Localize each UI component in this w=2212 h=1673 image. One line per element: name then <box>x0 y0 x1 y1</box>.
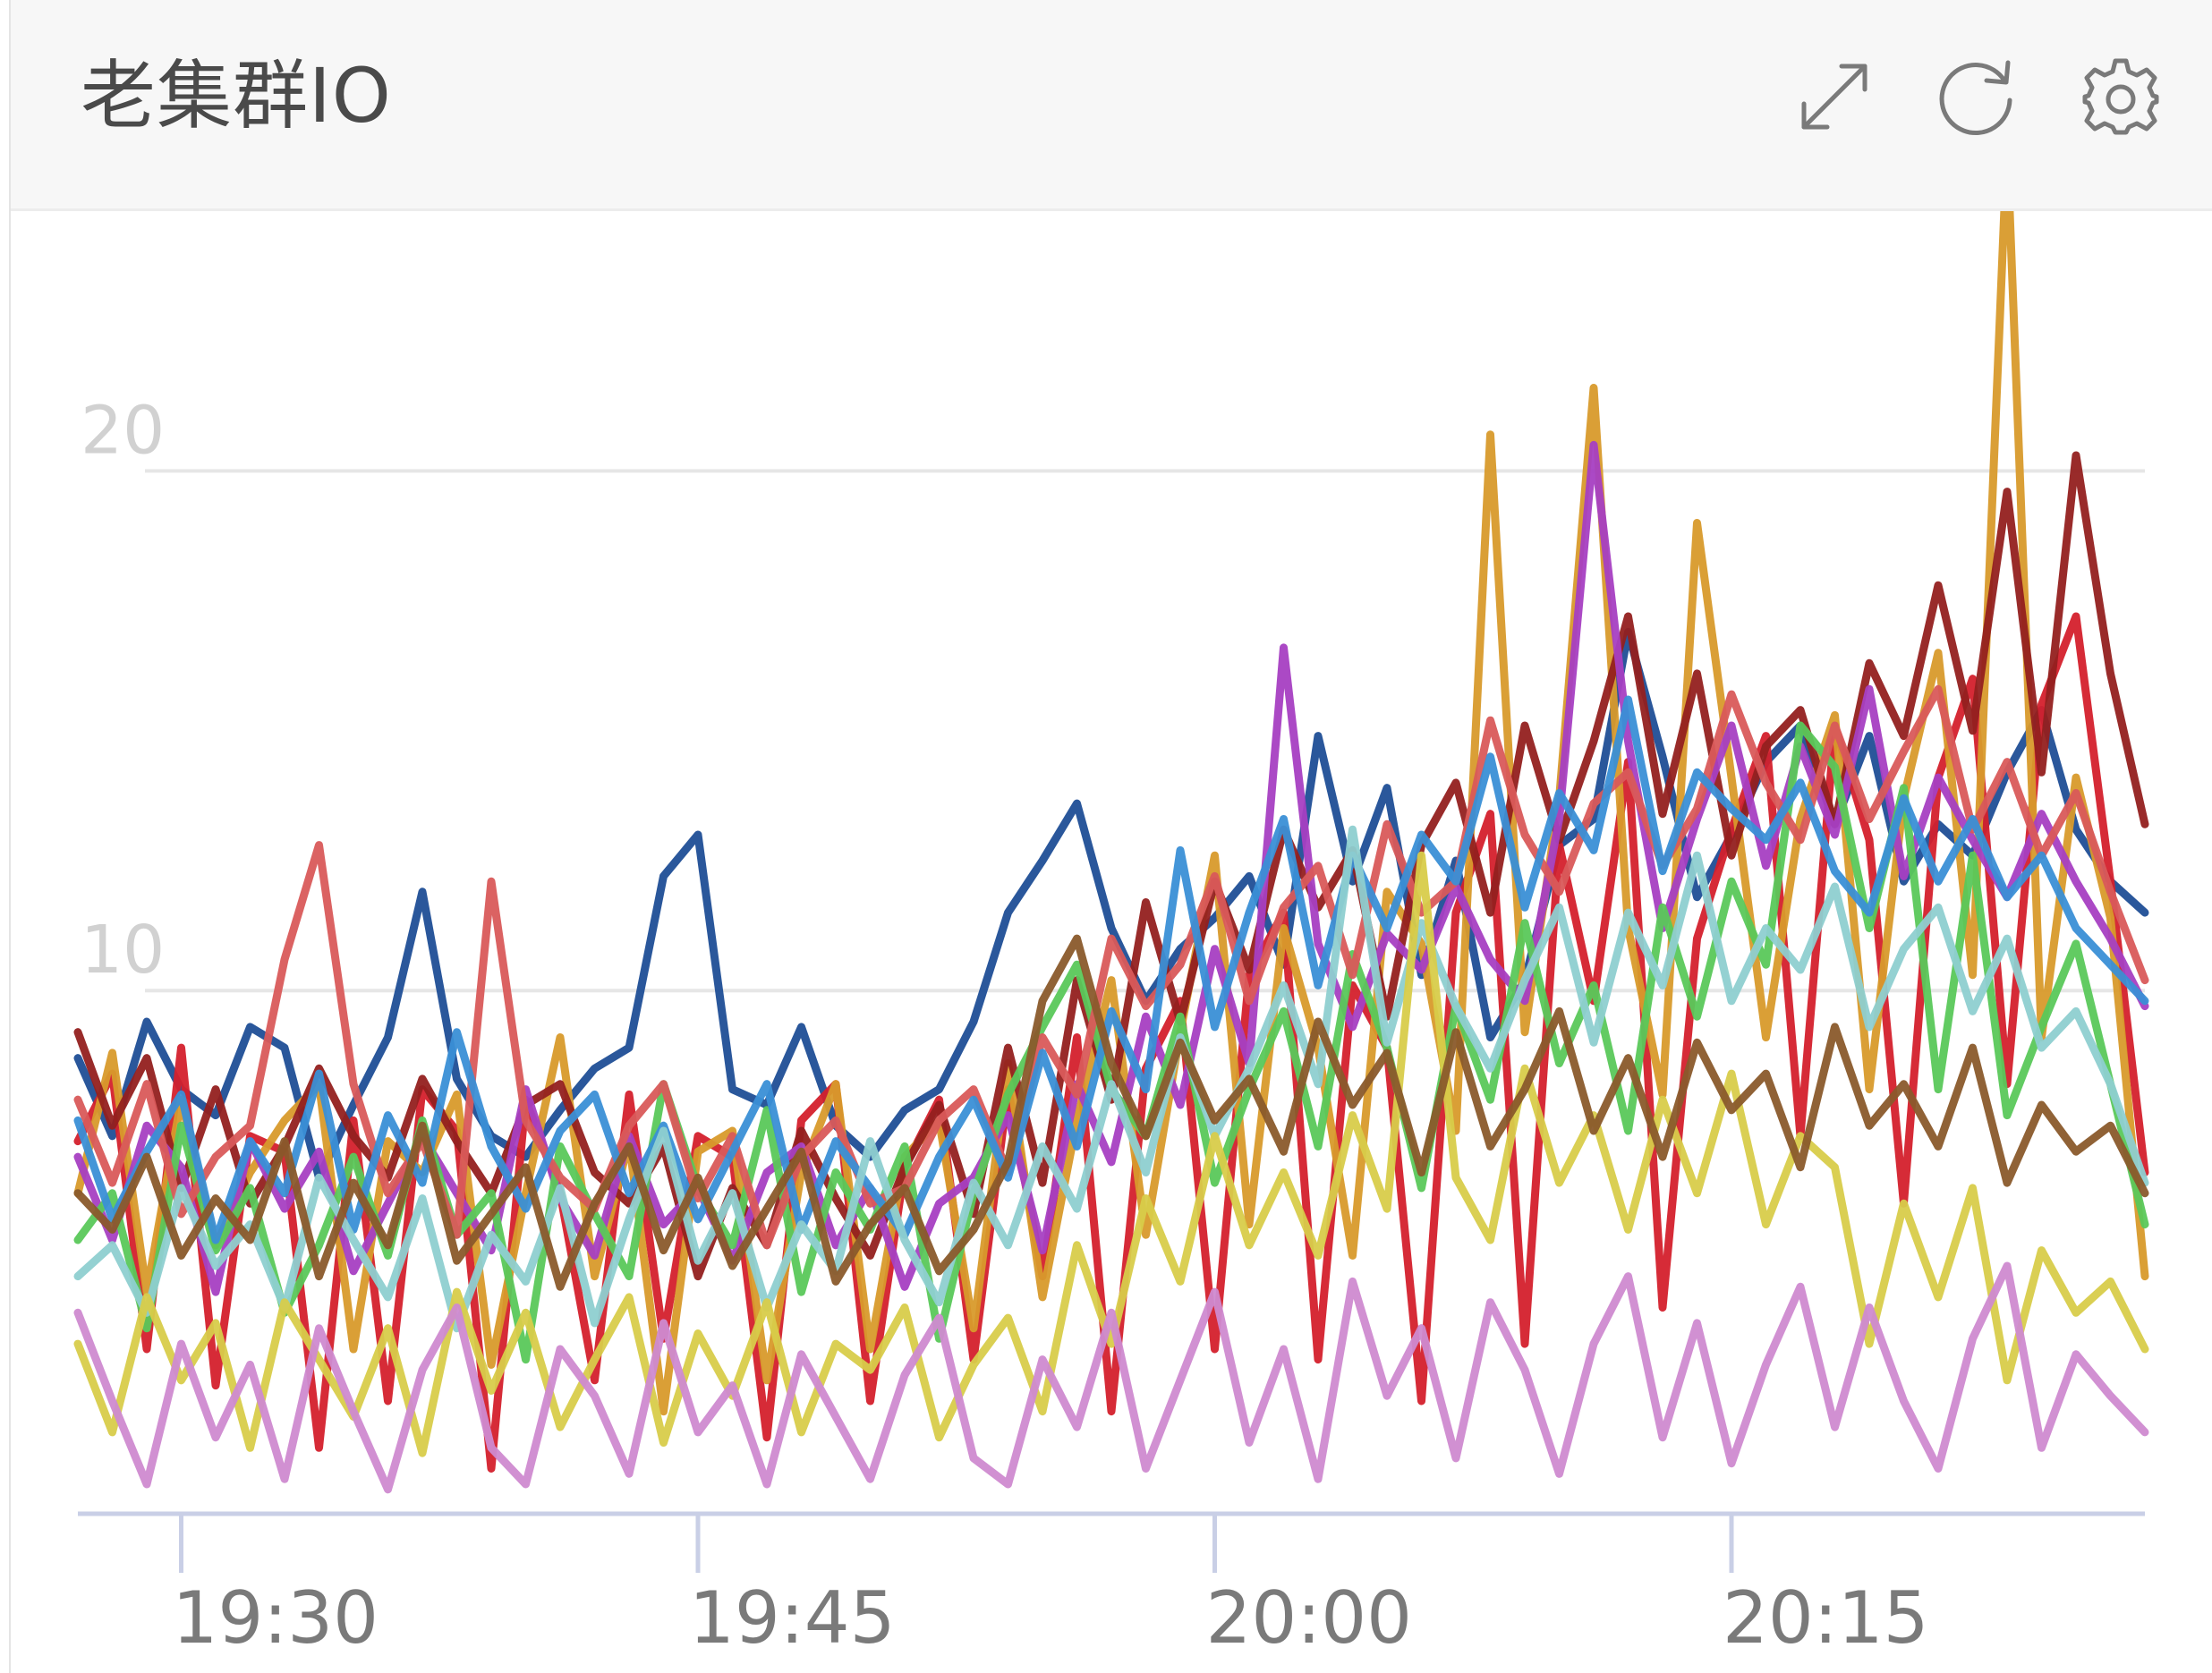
fullscreen-icon <box>1801 64 1867 130</box>
series-line <box>73 934 2149 1291</box>
series-line <box>73 851 2149 1457</box>
y-tick-label: 20 <box>81 392 165 469</box>
x-tick-label: 19:30 <box>173 1576 379 1660</box>
y-tick-label: 10 <box>81 912 165 989</box>
panel-toolbar <box>1790 52 2165 141</box>
line-chart: 10 20 19:30 19:45 20:00 20:15 <box>73 211 2149 1660</box>
chart-panel: 老集群IO <box>9 0 2212 1673</box>
x-tick-label: 20:15 <box>1723 1576 1929 1660</box>
settings-icon <box>2082 58 2159 135</box>
series-line <box>73 825 2149 1333</box>
fullscreen-button[interactable] <box>1790 52 1879 141</box>
refresh-icon <box>1939 60 2012 135</box>
series-line <box>73 695 2149 1244</box>
series-line <box>73 1261 2149 1494</box>
x-tick-label: 20:00 <box>1206 1576 1413 1660</box>
chart-area: 10 20 19:30 19:45 20:00 20:15 <box>11 211 2212 1673</box>
panel-header: 老集群IO <box>11 0 2212 211</box>
x-tick-label: 19:45 <box>689 1576 896 1660</box>
settings-button[interactable] <box>2076 52 2165 141</box>
refresh-button[interactable] <box>1933 52 2022 141</box>
series-line <box>73 451 2149 1281</box>
panel-title: 老集群IO <box>81 52 392 140</box>
